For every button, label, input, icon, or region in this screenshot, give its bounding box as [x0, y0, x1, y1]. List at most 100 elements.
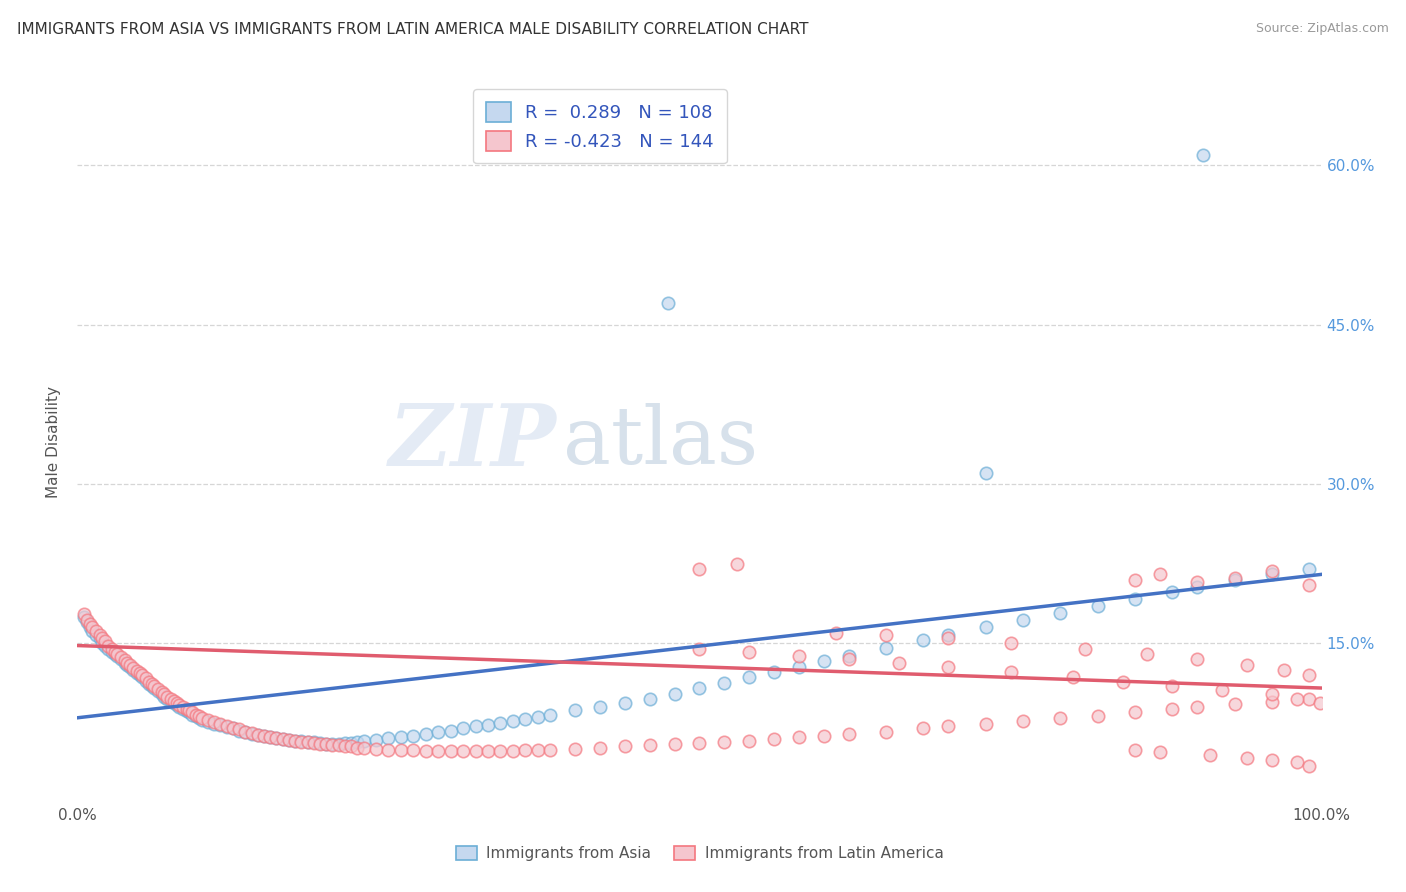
Point [266, 731, 288, 745]
Point [76, 615, 98, 630]
Point [104, 647, 127, 661]
Point [209, 718, 232, 732]
Point [302, 735, 325, 749]
Point [321, 737, 343, 751]
Point [321, 739, 343, 753]
Point [787, 660, 810, 674]
Point [84, 628, 107, 642]
Point [1111, 674, 1133, 689]
Point [228, 723, 250, 738]
Point [377, 731, 399, 745]
Point [974, 717, 997, 731]
Point [266, 731, 288, 745]
Point [159, 691, 181, 706]
Point [328, 739, 350, 753]
Point [122, 661, 145, 675]
Point [315, 737, 337, 751]
Point [1236, 751, 1258, 765]
Point [76, 613, 98, 627]
Point [125, 664, 148, 678]
Point [564, 703, 586, 717]
Point [1261, 753, 1284, 767]
Point [1161, 679, 1184, 693]
Point [84, 624, 107, 638]
Point [838, 652, 860, 666]
Point [1049, 711, 1071, 725]
Point [309, 736, 332, 750]
Point [110, 652, 132, 666]
Point [1272, 663, 1295, 677]
Point [169, 700, 191, 714]
Point [875, 628, 897, 642]
Point [233, 724, 256, 739]
Point [290, 735, 312, 749]
Point [82, 620, 104, 634]
Point [1261, 564, 1284, 578]
Point [128, 668, 150, 682]
Point [180, 707, 202, 722]
Point [689, 681, 711, 695]
Point [1062, 670, 1084, 684]
Point [115, 657, 138, 672]
Point [271, 732, 294, 747]
Point [564, 741, 586, 756]
Point [439, 744, 461, 758]
Point [657, 296, 679, 310]
Point [346, 735, 368, 749]
Point [477, 718, 499, 732]
Point [477, 744, 499, 758]
Text: atlas: atlas [562, 402, 758, 481]
Point [713, 675, 735, 690]
Point [122, 663, 145, 677]
Point [333, 736, 356, 750]
Point [150, 685, 173, 699]
Point [240, 727, 263, 741]
Point [402, 729, 425, 743]
Point [1074, 641, 1097, 656]
Y-axis label: Male Disability: Male Disability [46, 385, 62, 498]
Point [589, 740, 612, 755]
Point [1087, 599, 1109, 614]
Point [1185, 700, 1208, 714]
Point [277, 733, 299, 747]
Point [689, 736, 711, 750]
Point [188, 708, 211, 723]
Point [246, 728, 269, 742]
Point [489, 744, 512, 758]
Point [1012, 613, 1035, 627]
Point [974, 467, 997, 481]
Point [228, 723, 250, 737]
Point [72, 607, 94, 621]
Point [110, 650, 132, 665]
Point [713, 735, 735, 749]
Point [738, 645, 761, 659]
Point [166, 698, 188, 712]
Point [825, 625, 848, 640]
Point [1298, 562, 1320, 576]
Point [153, 687, 176, 701]
Point [215, 720, 238, 734]
Point [377, 742, 399, 756]
Point [202, 717, 225, 731]
Point [253, 729, 276, 743]
Point [689, 641, 711, 656]
Point [209, 717, 232, 731]
Point [259, 730, 281, 744]
Point [156, 691, 179, 706]
Point [1123, 742, 1146, 756]
Point [1123, 706, 1146, 720]
Text: ZIP: ZIP [388, 400, 557, 483]
Point [118, 660, 141, 674]
Point [143, 681, 166, 695]
Point [489, 716, 512, 731]
Point [451, 722, 474, 736]
Point [439, 723, 461, 738]
Point [451, 744, 474, 758]
Point [402, 742, 425, 756]
Point [114, 653, 136, 667]
Point [135, 672, 157, 686]
Point [1000, 665, 1022, 679]
Point [197, 714, 219, 729]
Point [176, 702, 198, 716]
Point [838, 727, 860, 741]
